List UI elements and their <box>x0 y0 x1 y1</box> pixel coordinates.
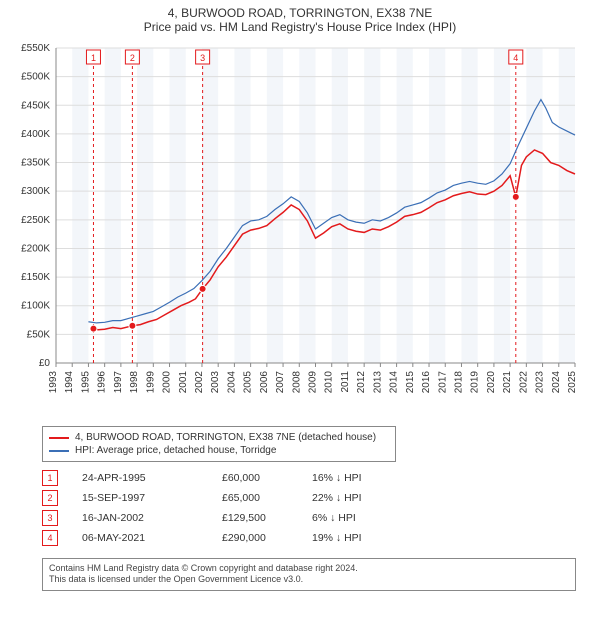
sale-price: £129,500 <box>222 512 312 524</box>
sale-marker: 3 <box>42 510 58 526</box>
svg-text:2006: 2006 <box>259 371 270 394</box>
svg-text:2007: 2007 <box>275 371 286 394</box>
svg-text:2020: 2020 <box>486 371 497 394</box>
svg-text:2019: 2019 <box>470 371 481 394</box>
svg-text:£500K: £500K <box>21 72 50 83</box>
sale-marker: 4 <box>42 530 58 546</box>
svg-text:2024: 2024 <box>551 371 562 394</box>
svg-text:2008: 2008 <box>291 371 302 394</box>
svg-text:1996: 1996 <box>97 371 108 394</box>
sales-row: 1 24-APR-1995£60,00016% ↓ HPI <box>42 468 600 488</box>
svg-text:£0: £0 <box>39 358 51 369</box>
legend: 4, BURWOOD ROAD, TORRINGTON, EX38 7NE (d… <box>42 426 396 462</box>
svg-text:1999: 1999 <box>145 371 156 394</box>
svg-text:2011: 2011 <box>340 371 351 393</box>
legend-swatch <box>49 437 69 439</box>
svg-text:£200K: £200K <box>21 243 50 254</box>
svg-text:£450K: £450K <box>21 100 50 111</box>
svg-text:4: 4 <box>513 53 518 63</box>
svg-text:£250K: £250K <box>21 215 50 226</box>
legend-item: HPI: Average price, detached house, Torr… <box>49 444 389 457</box>
svg-text:1993: 1993 <box>48 371 59 394</box>
legend-label: 4, BURWOOD ROAD, TORRINGTON, EX38 7NE (d… <box>75 432 376 443</box>
price-chart: £0 £50K £100K £150K £200K £250K £300K £350K £400… <box>10 38 600 418</box>
svg-text:£350K: £350K <box>21 158 50 169</box>
sale-date: 24-APR-1995 <box>82 472 222 484</box>
svg-text:1995: 1995 <box>80 371 91 394</box>
sale-marker: 1 <box>42 470 58 486</box>
page-subtitle: Price paid vs. HM Land Registry's House … <box>0 20 600 38</box>
sale-price: £290,000 <box>222 532 312 544</box>
svg-text:2004: 2004 <box>226 371 237 394</box>
legend-swatch <box>49 450 69 452</box>
svg-text:2: 2 <box>130 53 135 63</box>
legend-label: HPI: Average price, detached house, Torr… <box>75 445 276 456</box>
svg-text:2012: 2012 <box>356 371 367 394</box>
svg-text:2000: 2000 <box>162 371 173 394</box>
svg-text:£300K: £300K <box>21 186 50 197</box>
svg-text:2023: 2023 <box>535 371 546 394</box>
attribution-line: Contains HM Land Registry data © Crown c… <box>49 563 569 574</box>
sales-table: 1 24-APR-1995£60,00016% ↓ HPI 2 15-SEP-1997… <box>42 468 600 548</box>
svg-text:£400K: £400K <box>21 129 50 140</box>
svg-text:2005: 2005 <box>243 371 254 394</box>
legend-item: 4, BURWOOD ROAD, TORRINGTON, EX38 7NE (d… <box>49 431 389 444</box>
sales-row: 3 16-JAN-2002£129,5006% ↓ HPI <box>42 508 600 528</box>
svg-text:2017: 2017 <box>437 371 448 394</box>
svg-text:£150K: £150K <box>21 272 50 283</box>
svg-text:£100K: £100K <box>21 301 50 312</box>
svg-text:2002: 2002 <box>194 371 205 394</box>
svg-text:1997: 1997 <box>113 371 124 394</box>
sale-diff: 6% ↓ HPI <box>312 512 356 524</box>
svg-text:2010: 2010 <box>324 371 335 394</box>
svg-text:2022: 2022 <box>518 371 529 394</box>
sale-diff: 19% ↓ HPI <box>312 532 362 544</box>
svg-text:2013: 2013 <box>372 371 383 394</box>
svg-text:2025: 2025 <box>567 371 578 394</box>
svg-text:£50K: £50K <box>27 329 51 340</box>
attribution-line: This data is licensed under the Open Gov… <box>49 574 569 585</box>
sale-marker: 2 <box>42 490 58 506</box>
sale-diff: 22% ↓ HPI <box>312 492 362 504</box>
svg-text:3: 3 <box>200 53 205 63</box>
sale-date: 16-JAN-2002 <box>82 512 222 524</box>
sales-row: 4 06-MAY-2021£290,00019% ↓ HPI <box>42 528 600 548</box>
svg-text:1998: 1998 <box>129 371 140 394</box>
svg-text:2021: 2021 <box>502 371 513 394</box>
sale-date: 06-MAY-2021 <box>82 532 222 544</box>
attribution: Contains HM Land Registry data © Crown c… <box>42 558 576 591</box>
svg-text:2009: 2009 <box>308 371 319 394</box>
svg-text:2015: 2015 <box>405 371 416 394</box>
sale-price: £60,000 <box>222 472 312 484</box>
svg-text:£550K: £550K <box>21 43 50 54</box>
svg-text:1: 1 <box>91 53 96 63</box>
svg-text:2016: 2016 <box>421 371 432 394</box>
svg-text:2001: 2001 <box>178 371 189 394</box>
svg-text:2018: 2018 <box>453 371 464 394</box>
svg-text:1994: 1994 <box>64 371 75 394</box>
svg-text:2014: 2014 <box>389 371 400 394</box>
page-title: 4, BURWOOD ROAD, TORRINGTON, EX38 7NE <box>0 0 600 20</box>
sale-date: 15-SEP-1997 <box>82 492 222 504</box>
sales-row: 2 15-SEP-1997£65,00022% ↓ HPI <box>42 488 600 508</box>
svg-text:2003: 2003 <box>210 371 221 394</box>
sale-diff: 16% ↓ HPI <box>312 472 362 484</box>
sale-price: £65,000 <box>222 492 312 504</box>
